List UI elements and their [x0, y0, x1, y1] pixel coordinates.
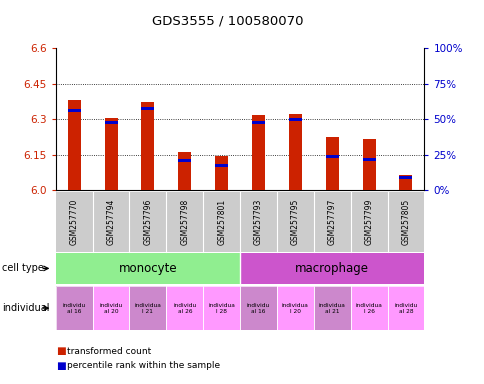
Text: GSM257770: GSM257770: [70, 199, 78, 245]
Bar: [252, 121, 264, 124]
Bar: [215, 164, 227, 167]
Text: ■: ■: [56, 361, 65, 371]
Bar: [141, 107, 154, 110]
Text: individu
al 20: individu al 20: [99, 303, 122, 314]
Bar: [362, 139, 375, 190]
Text: GSM257798: GSM257798: [180, 199, 189, 245]
Text: individua
l 26: individua l 26: [355, 303, 382, 314]
Text: individua
l 21: individua l 21: [134, 303, 161, 314]
Text: GSM257805: GSM257805: [401, 199, 409, 245]
Bar: [105, 121, 117, 124]
Bar: [399, 175, 411, 190]
Text: GSM257799: GSM257799: [364, 199, 373, 245]
Bar: [178, 152, 191, 190]
Bar: [178, 159, 191, 162]
Text: individua
l 20: individua l 20: [281, 303, 308, 314]
Bar: [252, 116, 264, 190]
Bar: [68, 109, 80, 112]
Bar: [68, 100, 80, 190]
Text: cell type: cell type: [2, 263, 44, 273]
Text: individu
al 16: individu al 16: [246, 303, 270, 314]
Bar: [288, 114, 301, 190]
Bar: [141, 103, 154, 190]
Bar: [288, 118, 301, 121]
Text: GSM257801: GSM257801: [217, 199, 226, 245]
Text: individu
al 16: individu al 16: [62, 303, 86, 314]
Bar: [105, 118, 117, 190]
Text: individu
al 28: individu al 28: [393, 303, 417, 314]
Bar: [325, 137, 338, 190]
Text: GSM257793: GSM257793: [254, 199, 262, 245]
Text: macrophage: macrophage: [295, 262, 368, 275]
Text: individua
l 28: individua l 28: [208, 303, 235, 314]
Text: individua
al 21: individua al 21: [318, 303, 345, 314]
Text: GSM257794: GSM257794: [106, 199, 115, 245]
Bar: [215, 156, 227, 190]
Bar: [399, 175, 411, 179]
Text: transformed count: transformed count: [67, 347, 151, 356]
Bar: [362, 158, 375, 161]
Bar: [325, 156, 338, 159]
Text: GDS3555 / 100580070: GDS3555 / 100580070: [152, 15, 303, 28]
Text: monocyte: monocyte: [119, 262, 177, 275]
Text: individu
al 26: individu al 26: [173, 303, 196, 314]
Text: percentile rank within the sample: percentile rank within the sample: [67, 361, 220, 370]
Text: GSM257797: GSM257797: [327, 199, 336, 245]
Text: individual: individual: [2, 303, 50, 313]
Text: GSM257795: GSM257795: [290, 199, 299, 245]
Text: ■: ■: [56, 346, 65, 356]
Text: GSM257796: GSM257796: [143, 199, 152, 245]
